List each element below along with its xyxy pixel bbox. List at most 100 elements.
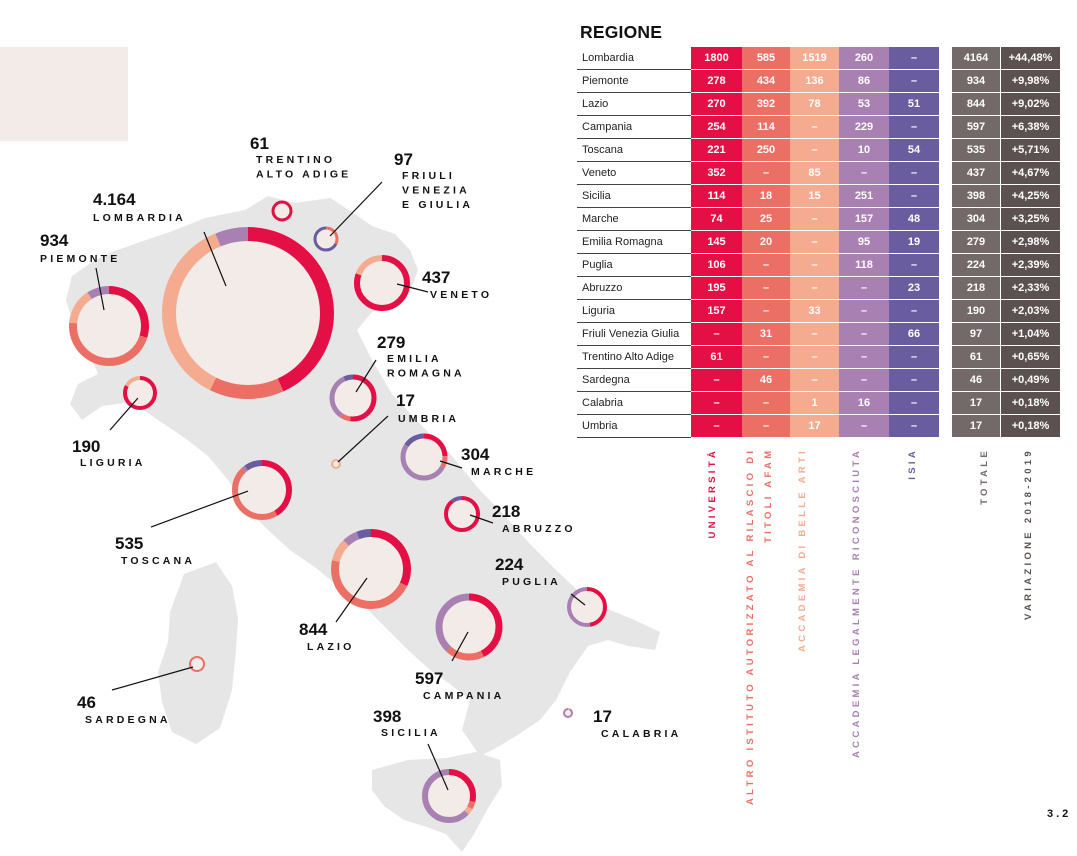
bubble-name-umbria: UMBRIA: [398, 413, 459, 425]
cell-totale: 398: [952, 185, 1000, 208]
cell-totale: 437: [952, 162, 1000, 185]
table-row-piemonte: Piemonte 278 434 136 86–934 +9,98%: [577, 70, 1077, 93]
cell-belle_arti: 85: [790, 162, 839, 185]
cell-legalmente: 229: [839, 116, 889, 139]
cell-legalmente: 53: [839, 93, 889, 116]
bubble-name-toscana: TOSCANA: [121, 555, 195, 567]
cell-altro: –: [742, 277, 790, 300]
table-row-sicilia: Sicilia 114 18 15 251–398 +4,25%: [577, 185, 1077, 208]
bubble-fill: [274, 203, 290, 219]
bubble-fill: [565, 710, 571, 716]
cell-isia: –: [889, 162, 939, 185]
cell-isia: –: [889, 346, 939, 369]
bubble-fill: [334, 379, 372, 417]
cell-variazione: +9,02%: [1001, 93, 1060, 116]
cell-isia: –: [889, 300, 939, 323]
bubble-fill: [405, 438, 443, 476]
column-header-isia: ISIA: [907, 448, 918, 480]
bubble-lombardia: [162, 227, 334, 399]
cell-totale: 304: [952, 208, 1000, 231]
cell-altro: –: [742, 415, 790, 438]
bubble-name-sardegna: SARDEGNA: [85, 714, 171, 726]
cell-legalmente: 251: [839, 185, 889, 208]
bubble-friuli-venezia-e-giulia: [313, 226, 339, 252]
ring-segment-legalmente: [422, 769, 476, 823]
ring-segment-altro: [162, 227, 334, 399]
bubble-fill: [360, 261, 404, 305]
cell-universita: 106: [691, 254, 742, 277]
bubble-value-puglia: 224: [495, 555, 524, 574]
cell-altro: 434: [742, 70, 790, 93]
cell-isia: –: [889, 116, 939, 139]
leader-line-emilia-romagna: [355, 359, 377, 393]
bubble-fill: [191, 658, 203, 670]
bubble-lazio: [331, 529, 411, 609]
cell-altro: 392: [742, 93, 790, 116]
bubble-name-calabria: CALABRIA: [601, 728, 681, 740]
cell-altro: 31: [742, 323, 790, 346]
cell-variazione: +0,18%: [1001, 415, 1060, 438]
bubble-toscana: [232, 460, 292, 520]
cell-variazione: +4,67%: [1001, 162, 1060, 185]
cell-altro: 585: [742, 47, 790, 70]
cell-totale: 279: [952, 231, 1000, 254]
bubble-fill: [127, 380, 153, 406]
table-title: REGIONE: [580, 22, 663, 42]
cell-universita: 114: [691, 185, 742, 208]
cell-variazione: +3,25%: [1001, 208, 1060, 231]
cell-belle_arti: –: [790, 277, 839, 300]
cell-altro: 46: [742, 369, 790, 392]
cell-altro: 20: [742, 231, 790, 254]
cell-belle_arti: –: [790, 346, 839, 369]
bubble-name-piemonte: PIEMONTE: [40, 253, 120, 265]
bubble-trentino-alto-adige: [271, 200, 293, 222]
cell-universita: 352: [691, 162, 742, 185]
bubble-value-abruzzo: 218: [492, 502, 520, 521]
cell-isia: –: [889, 369, 939, 392]
cell-belle_arti: –: [790, 139, 839, 162]
cell-variazione: +2,39%: [1001, 254, 1060, 277]
leader-line-sicilia: [427, 743, 449, 791]
cell-legalmente: 95: [839, 231, 889, 254]
cell-isia: –: [889, 392, 939, 415]
ring-segment-altro: [69, 286, 149, 366]
page-number: 3.2: [1047, 808, 1072, 820]
cell-universita: –: [691, 323, 742, 346]
bubble-value-friuli-venezia-e-giulia: 97: [394, 150, 413, 169]
leader-line-sardegna: [111, 666, 194, 691]
cell-altro: 250: [742, 139, 790, 162]
ring-segment-legalmente: [162, 227, 334, 399]
ring-segment-isia: [444, 496, 480, 532]
bubble-name-friuli-venezia-e-giulia: FRIULI: [402, 170, 455, 182]
cell-totale: 17: [952, 392, 1000, 415]
bubble-name-emilia-romagna: ROMAGNA: [387, 368, 465, 380]
cell-variazione: +0,65%: [1001, 346, 1060, 369]
bubble-value-emilia-romagna: 279: [377, 333, 405, 352]
table-row-abruzzo: Abruzzo 195– – –23 218 +2,33%: [577, 277, 1077, 300]
bubble-value-lombardia: 4.164: [93, 190, 136, 209]
bubble-name-sicilia: SICILIA: [381, 727, 441, 739]
cell-belle_arti: –: [790, 231, 839, 254]
bubble-fill: [428, 775, 470, 817]
cell-totale: 4164: [952, 47, 1000, 70]
cell-legalmente: –: [839, 369, 889, 392]
region-name: Lombardia: [577, 47, 691, 70]
cell-isia: 23: [889, 277, 939, 300]
cell-belle_arti: 78: [790, 93, 839, 116]
bubble-fill: [333, 461, 339, 467]
leader-line-puglia: [570, 593, 586, 606]
cell-totale: 224: [952, 254, 1000, 277]
cell-universita: 221: [691, 139, 742, 162]
cell-totale: 17: [952, 415, 1000, 438]
cell-variazione: +2,98%: [1001, 231, 1060, 254]
bubble-value-campania: 597: [415, 669, 443, 688]
table-row-veneto: Veneto 352–85– –437 +4,67%: [577, 162, 1077, 185]
bubble-value-piemonte: 934: [40, 231, 69, 250]
leader-line-campania: [451, 631, 469, 662]
bubble-fill: [442, 600, 496, 654]
cell-universita: –: [691, 392, 742, 415]
column-header-accademia-legalmente-riconosciuta: ACCADEMIA LEGALMENTE RICONOSCIUTA: [851, 448, 862, 758]
bubble-campania: [435, 593, 503, 661]
ring-segment-legalmente: [563, 708, 573, 718]
bubble-name-lazio: LAZIO: [307, 641, 355, 653]
